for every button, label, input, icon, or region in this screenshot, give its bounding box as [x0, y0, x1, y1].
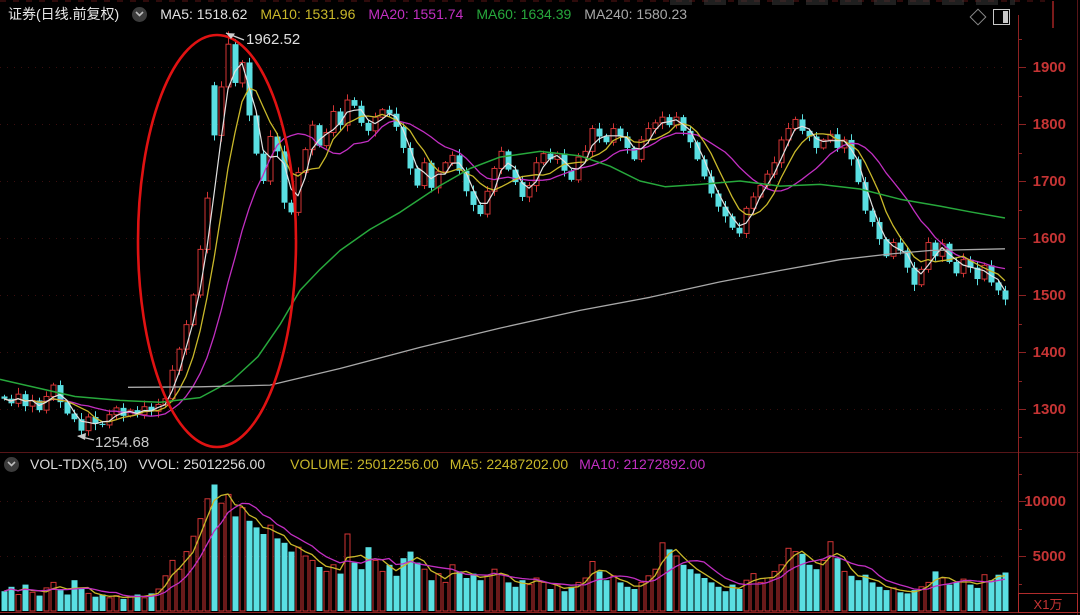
- volume-axis-label: 10000: [1024, 493, 1066, 510]
- price-axis-label: 1800: [1033, 116, 1066, 133]
- volume-axis-label: 5000: [1033, 548, 1066, 565]
- diamond-icon[interactable]: [969, 8, 987, 26]
- price-axis-label: 1900: [1033, 59, 1066, 76]
- ma10-line: [3, 87, 1006, 423]
- chevron-down-icon[interactable]: [4, 456, 19, 472]
- high-annotation-label: 1962.52: [246, 31, 300, 48]
- price-axis-label: 1700: [1033, 173, 1066, 190]
- instrument-title[interactable]: 证券(日线.前复权): [8, 6, 120, 22]
- volume-ma5-value: MA5: 22487202.00: [449, 456, 569, 472]
- volume-unit-label: X1万: [1018, 593, 1078, 613]
- volume-value: VOLUME: 25012256.00: [290, 456, 439, 472]
- price-axis-label: 1400: [1033, 344, 1066, 361]
- low-annotation-label: 1254.68: [95, 434, 149, 451]
- header-divider-mark: [1052, 1, 1054, 28]
- price-axis-label: 1500: [1033, 287, 1066, 304]
- cropped-top-strip: [0, 0, 1045, 2]
- cropped-toolbar-remnant: [670, 0, 1015, 5]
- annotations: 1962.52 1254.68: [77, 31, 300, 451]
- ma10-value: MA10: 1531.96: [260, 6, 356, 22]
- price-axis-label: 1300: [1033, 401, 1066, 418]
- candlesticks: [1, 31, 1009, 436]
- price-axis-label: 1600: [1033, 230, 1066, 247]
- volume-ma10-value: MA10: 21272892.00: [579, 456, 706, 472]
- header-tool-icons: [969, 8, 1010, 26]
- ma240-line: [127, 248, 1006, 388]
- volume-indicator-name[interactable]: VOL-TDX(5,10): [30, 456, 128, 472]
- volume-bars: [1, 484, 1009, 612]
- vvol-value: VVOL: 25012256.00: [138, 456, 266, 472]
- volume-header: VOL-TDX(5,10) VVOL: 25012256.00 VOLUME: …: [4, 456, 705, 472]
- volume-ma5-line: [3, 493, 1006, 599]
- chevron-down-icon[interactable]: [132, 6, 148, 22]
- ma5-line: [3, 62, 1006, 425]
- ma60-line: [0, 150, 1006, 403]
- breakout-ellipse-annotation: [136, 33, 298, 449]
- chart-header: 证券(日线.前复权) MA5: 1518.62 MA10: 1531.96 MA…: [0, 0, 1080, 28]
- ma5-value: MA5: 1518.62: [160, 6, 248, 22]
- right-axis: 1900 1800 1700 1600 1500 1400 1300 10000 5000: [1018, 39, 1066, 585]
- ma60-value: MA60: 1634.39: [476, 6, 572, 22]
- ma20-value: MA20: 1551.74: [368, 6, 464, 22]
- ma-lines: [0, 62, 1006, 425]
- volume-ma-lines: [3, 493, 1006, 599]
- ma240-value: MA240: 1580.23: [584, 6, 688, 22]
- volume-ma10-line: [3, 502, 1006, 598]
- panel-layout-icon[interactable]: [993, 9, 1010, 25]
